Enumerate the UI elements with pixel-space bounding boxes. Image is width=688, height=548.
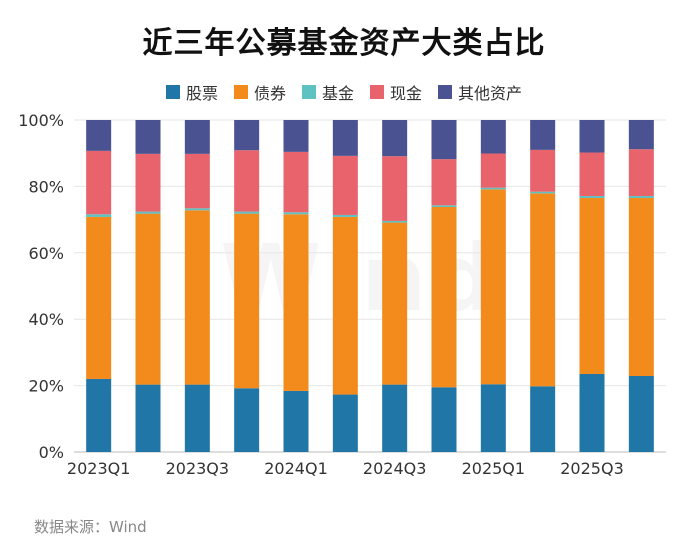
bar-segment [480,120,506,154]
bar-segment [332,155,358,215]
bar-segment [579,152,605,197]
bar-segment [579,198,605,374]
legend-label: 股票 [185,84,218,103]
bar-segment [283,214,309,391]
legend-item-0[interactable]: 股票 [165,80,218,104]
bar-segment [480,153,506,188]
bar-segment [628,149,654,197]
bar-segment [480,187,506,190]
bar-segment [579,120,605,153]
chart-legend: 股票 债券 基金 现金 其他资产 [0,80,688,104]
bar-segment [234,150,260,212]
data-source: 数据来源：Wind [34,518,147,536]
bar-segment [135,153,161,212]
x-tick-label: 2024Q1 [264,459,328,478]
bar-segment [530,120,556,150]
bar-segment [628,120,654,150]
legend-swatch [165,85,180,99]
legend-label: 其他资产 [458,84,523,103]
y-tick-label: 0% [39,443,64,462]
bar-segment [382,156,408,221]
y-tick-label: 100% [18,111,64,130]
bar-segment [135,213,161,385]
x-tick-label: 2024Q3 [363,459,427,478]
bar-segment [628,375,654,452]
bar-segment [530,386,556,452]
y-tick-label: 60% [28,244,64,263]
legend-item-3[interactable]: 现金 [370,80,422,104]
bar-segment [579,373,605,452]
bar-segment [184,210,210,385]
bar-segment [135,120,161,154]
bar-segment [480,189,506,385]
bar-segment [86,378,112,452]
bar-segment [234,211,260,214]
y-tick-label: 40% [28,310,64,329]
legend-swatch [233,85,248,99]
bar-segment [234,388,260,452]
bar-segment [135,384,161,452]
chart-title: 近三年公募基金资产大类占比 [142,26,546,61]
legend-label: 现金 [390,84,423,103]
bar-segment [628,198,654,376]
x-tick-label: 2025Q1 [462,459,526,478]
bar-segment [382,120,408,157]
bar-segment [431,205,457,207]
bar-segment [382,222,408,385]
bar-segment [86,214,112,217]
bar-segment [382,384,408,452]
legend-item-1[interactable]: 债券 [233,80,286,104]
legend-item-2[interactable]: 基金 [301,80,354,104]
y-tick-label: 20% [28,377,64,396]
x-tick-label: 2025Q3 [560,459,624,478]
legend-item-4[interactable]: 其他资产 [438,80,522,104]
bar-segment [332,120,358,156]
bar-segment [332,394,358,452]
legend-swatch [438,85,453,99]
bar-segment [382,220,408,223]
bar-segment [184,120,210,154]
bar-segment [86,150,112,215]
bar-segment [530,193,556,387]
bar-segment [431,159,457,206]
bar-segment [628,196,654,199]
bar-segment [579,196,605,199]
bar-segment [86,216,112,379]
bar-segment [234,120,260,151]
bar-segment [530,191,556,194]
x-tick-label: 2023Q3 [166,459,230,478]
bar-segment [184,153,210,209]
bar-segment [184,384,210,452]
y-tick-label: 80% [28,177,64,196]
bar-segment [530,149,556,192]
legend-swatch [370,85,384,99]
bar-segment [283,151,309,213]
legend-label: 债券 [253,84,286,103]
bar-segment [86,120,112,151]
bar-segment [431,206,457,388]
bar-segment [332,216,358,395]
bar-segment [234,213,260,389]
bar-segment [184,208,210,211]
bar-segment [135,211,161,214]
bar-segment [332,214,358,217]
x-tick-label: 2023Q1 [67,459,131,478]
bar-segment [283,390,309,452]
bar-segment [431,120,457,160]
legend-label: 基金 [321,84,354,103]
legend-swatch [301,85,316,99]
bar-segment [431,387,457,452]
bar-segment [283,212,309,215]
bar-segment [480,384,506,452]
bar-segment [283,120,309,152]
